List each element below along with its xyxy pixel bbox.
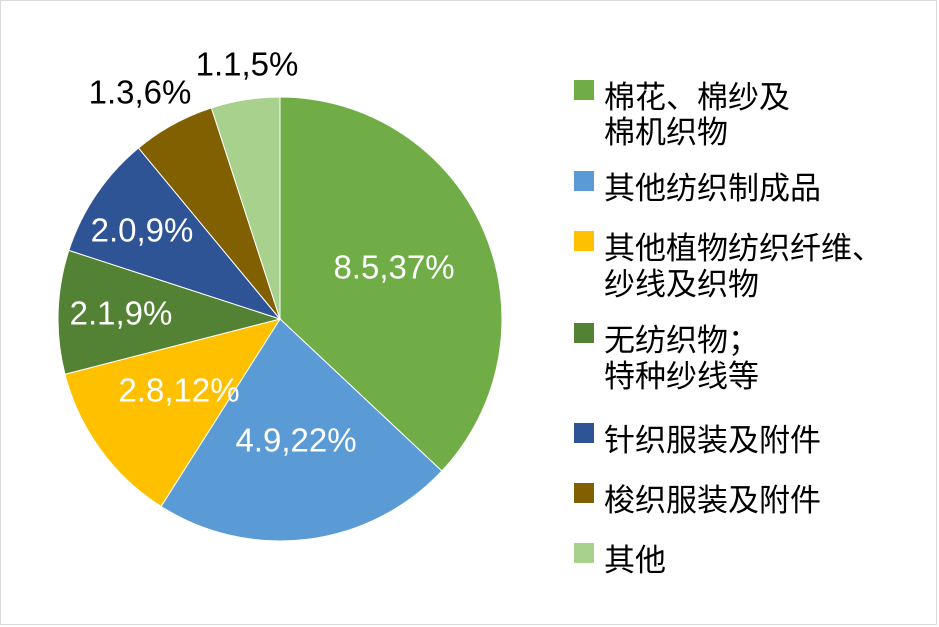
svg-text:2.0,9%: 2.0,9% (91, 212, 194, 249)
svg-text:8.5,37%: 8.5,37% (333, 249, 454, 286)
svg-text:4.9,22%: 4.9,22% (235, 422, 356, 459)
svg-text:1.1,5%: 1.1,5% (196, 46, 299, 83)
svg-text:2.1,9%: 2.1,9% (70, 295, 173, 332)
svg-text:1.3,6%: 1.3,6% (89, 74, 192, 111)
svg-text:2.8,12%: 2.8,12% (118, 372, 239, 409)
